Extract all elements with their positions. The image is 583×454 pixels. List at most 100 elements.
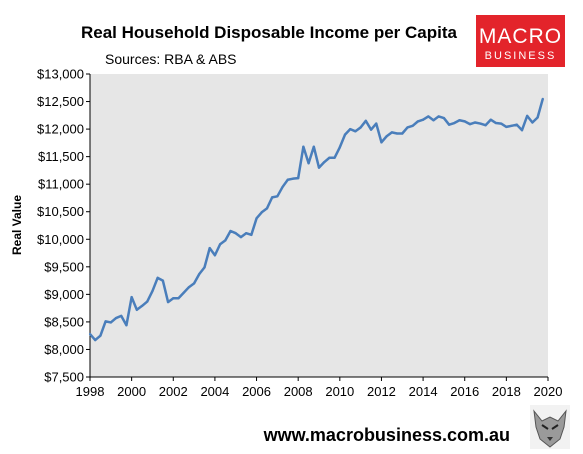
data-point bbox=[291, 177, 295, 180]
series-line bbox=[89, 98, 545, 342]
data-point bbox=[260, 211, 263, 214]
data-point bbox=[479, 122, 482, 125]
data-point bbox=[177, 297, 180, 300]
y-axis: $7,500 $8,000 $8,500 $9,000 $9,500 $10,000 $10… bbox=[37, 67, 91, 385]
y-tick-label: $9,500 bbox=[44, 259, 84, 274]
data-point bbox=[114, 316, 118, 320]
data-point bbox=[369, 128, 373, 131]
y-tick-label: $8,500 bbox=[44, 314, 84, 329]
data-point bbox=[239, 235, 243, 239]
data-point bbox=[140, 304, 144, 308]
data-point bbox=[182, 291, 185, 294]
data-point bbox=[130, 296, 133, 299]
data-point bbox=[474, 121, 477, 124]
chart-subtitle: Sources: RBA & ABS bbox=[105, 51, 237, 67]
x-tick-label: 2016 bbox=[450, 384, 479, 399]
data-point bbox=[151, 289, 154, 293]
x-tick-label: 2020 bbox=[534, 384, 563, 399]
data-point bbox=[536, 116, 539, 119]
data-point bbox=[120, 314, 123, 317]
data-point bbox=[297, 177, 300, 180]
x-tick-label: 2006 bbox=[242, 384, 271, 399]
data-point bbox=[302, 145, 305, 148]
data-point bbox=[88, 332, 92, 336]
data-point bbox=[286, 178, 289, 181]
data-point bbox=[359, 126, 362, 129]
data-point bbox=[453, 121, 456, 125]
wolf-icon bbox=[530, 405, 570, 449]
data-point bbox=[364, 119, 367, 122]
data-point bbox=[432, 119, 435, 122]
data-point bbox=[520, 129, 524, 132]
data-point bbox=[109, 321, 112, 324]
data-point bbox=[323, 161, 326, 164]
y-tick-label: $9,000 bbox=[44, 287, 84, 302]
chart-title: Real Household Disposable Income per Cap… bbox=[81, 23, 458, 42]
data-point bbox=[343, 133, 347, 136]
x-tick-label: 2018 bbox=[492, 384, 521, 399]
data-point bbox=[198, 272, 201, 276]
data-point bbox=[395, 132, 399, 135]
data-point bbox=[468, 123, 472, 126]
data-point bbox=[505, 125, 508, 128]
data-point bbox=[448, 123, 451, 126]
data-point bbox=[104, 320, 107, 323]
data-point bbox=[515, 123, 518, 126]
data-point bbox=[442, 116, 446, 120]
data-point bbox=[234, 232, 237, 235]
x-tick-label: 2010 bbox=[325, 384, 354, 399]
data-point bbox=[312, 145, 315, 148]
x-axis: 1998 2000 2002 2004 2006 2008 2010 2012 2014 2016… bbox=[76, 376, 563, 399]
data-point bbox=[224, 239, 227, 242]
plot-area bbox=[90, 74, 548, 377]
data-point bbox=[192, 282, 196, 285]
data-point bbox=[99, 334, 102, 337]
x-tick-label: 2014 bbox=[409, 384, 438, 399]
website-url: www.macrobusiness.com.au bbox=[263, 425, 510, 445]
data-point bbox=[255, 217, 258, 220]
y-tick-label: $10,500 bbox=[37, 204, 84, 219]
y-tick-label: $8,000 bbox=[44, 342, 84, 357]
data-point bbox=[463, 120, 466, 123]
data-point bbox=[500, 122, 503, 125]
y-tick-label: $11,000 bbox=[38, 177, 84, 192]
data-point bbox=[135, 308, 138, 311]
data-point bbox=[229, 229, 232, 233]
x-tick-label: 1998 bbox=[76, 384, 105, 399]
data-point bbox=[411, 124, 414, 127]
y-axis-label: Real Value bbox=[10, 195, 24, 255]
logo-background bbox=[476, 15, 565, 67]
data-point bbox=[354, 130, 357, 133]
y-tick-label: $10,000 bbox=[37, 232, 84, 247]
data-point bbox=[219, 243, 222, 246]
data-point bbox=[421, 118, 425, 121]
data-point bbox=[172, 297, 175, 300]
data-point bbox=[494, 121, 498, 125]
data-point bbox=[265, 207, 269, 210]
y-tick-label: $12,500 bbox=[37, 94, 84, 109]
data-point bbox=[375, 122, 378, 125]
data-point bbox=[401, 132, 404, 135]
y-tick-label: $11,500 bbox=[38, 149, 84, 164]
data-point bbox=[271, 196, 274, 199]
data-point bbox=[526, 114, 529, 117]
brand-logo: MACRO BUSINESS bbox=[476, 15, 565, 67]
data-point bbox=[146, 300, 149, 303]
y-tick-label: $13,000 bbox=[37, 67, 84, 82]
data-point bbox=[333, 156, 336, 159]
data-point bbox=[281, 185, 284, 189]
x-tick-label: 2008 bbox=[284, 384, 313, 399]
data-point bbox=[245, 232, 248, 235]
data-point bbox=[390, 131, 393, 134]
data-point bbox=[416, 120, 419, 123]
data-point bbox=[328, 156, 331, 159]
series-layer bbox=[88, 97, 545, 342]
data-point bbox=[380, 141, 383, 144]
x-tick-label: 2000 bbox=[117, 384, 146, 399]
data-point bbox=[161, 279, 164, 282]
data-point bbox=[307, 162, 310, 165]
y-tick-label: $12,000 bbox=[37, 122, 84, 137]
data-point bbox=[338, 146, 341, 149]
data-point bbox=[125, 324, 128, 327]
